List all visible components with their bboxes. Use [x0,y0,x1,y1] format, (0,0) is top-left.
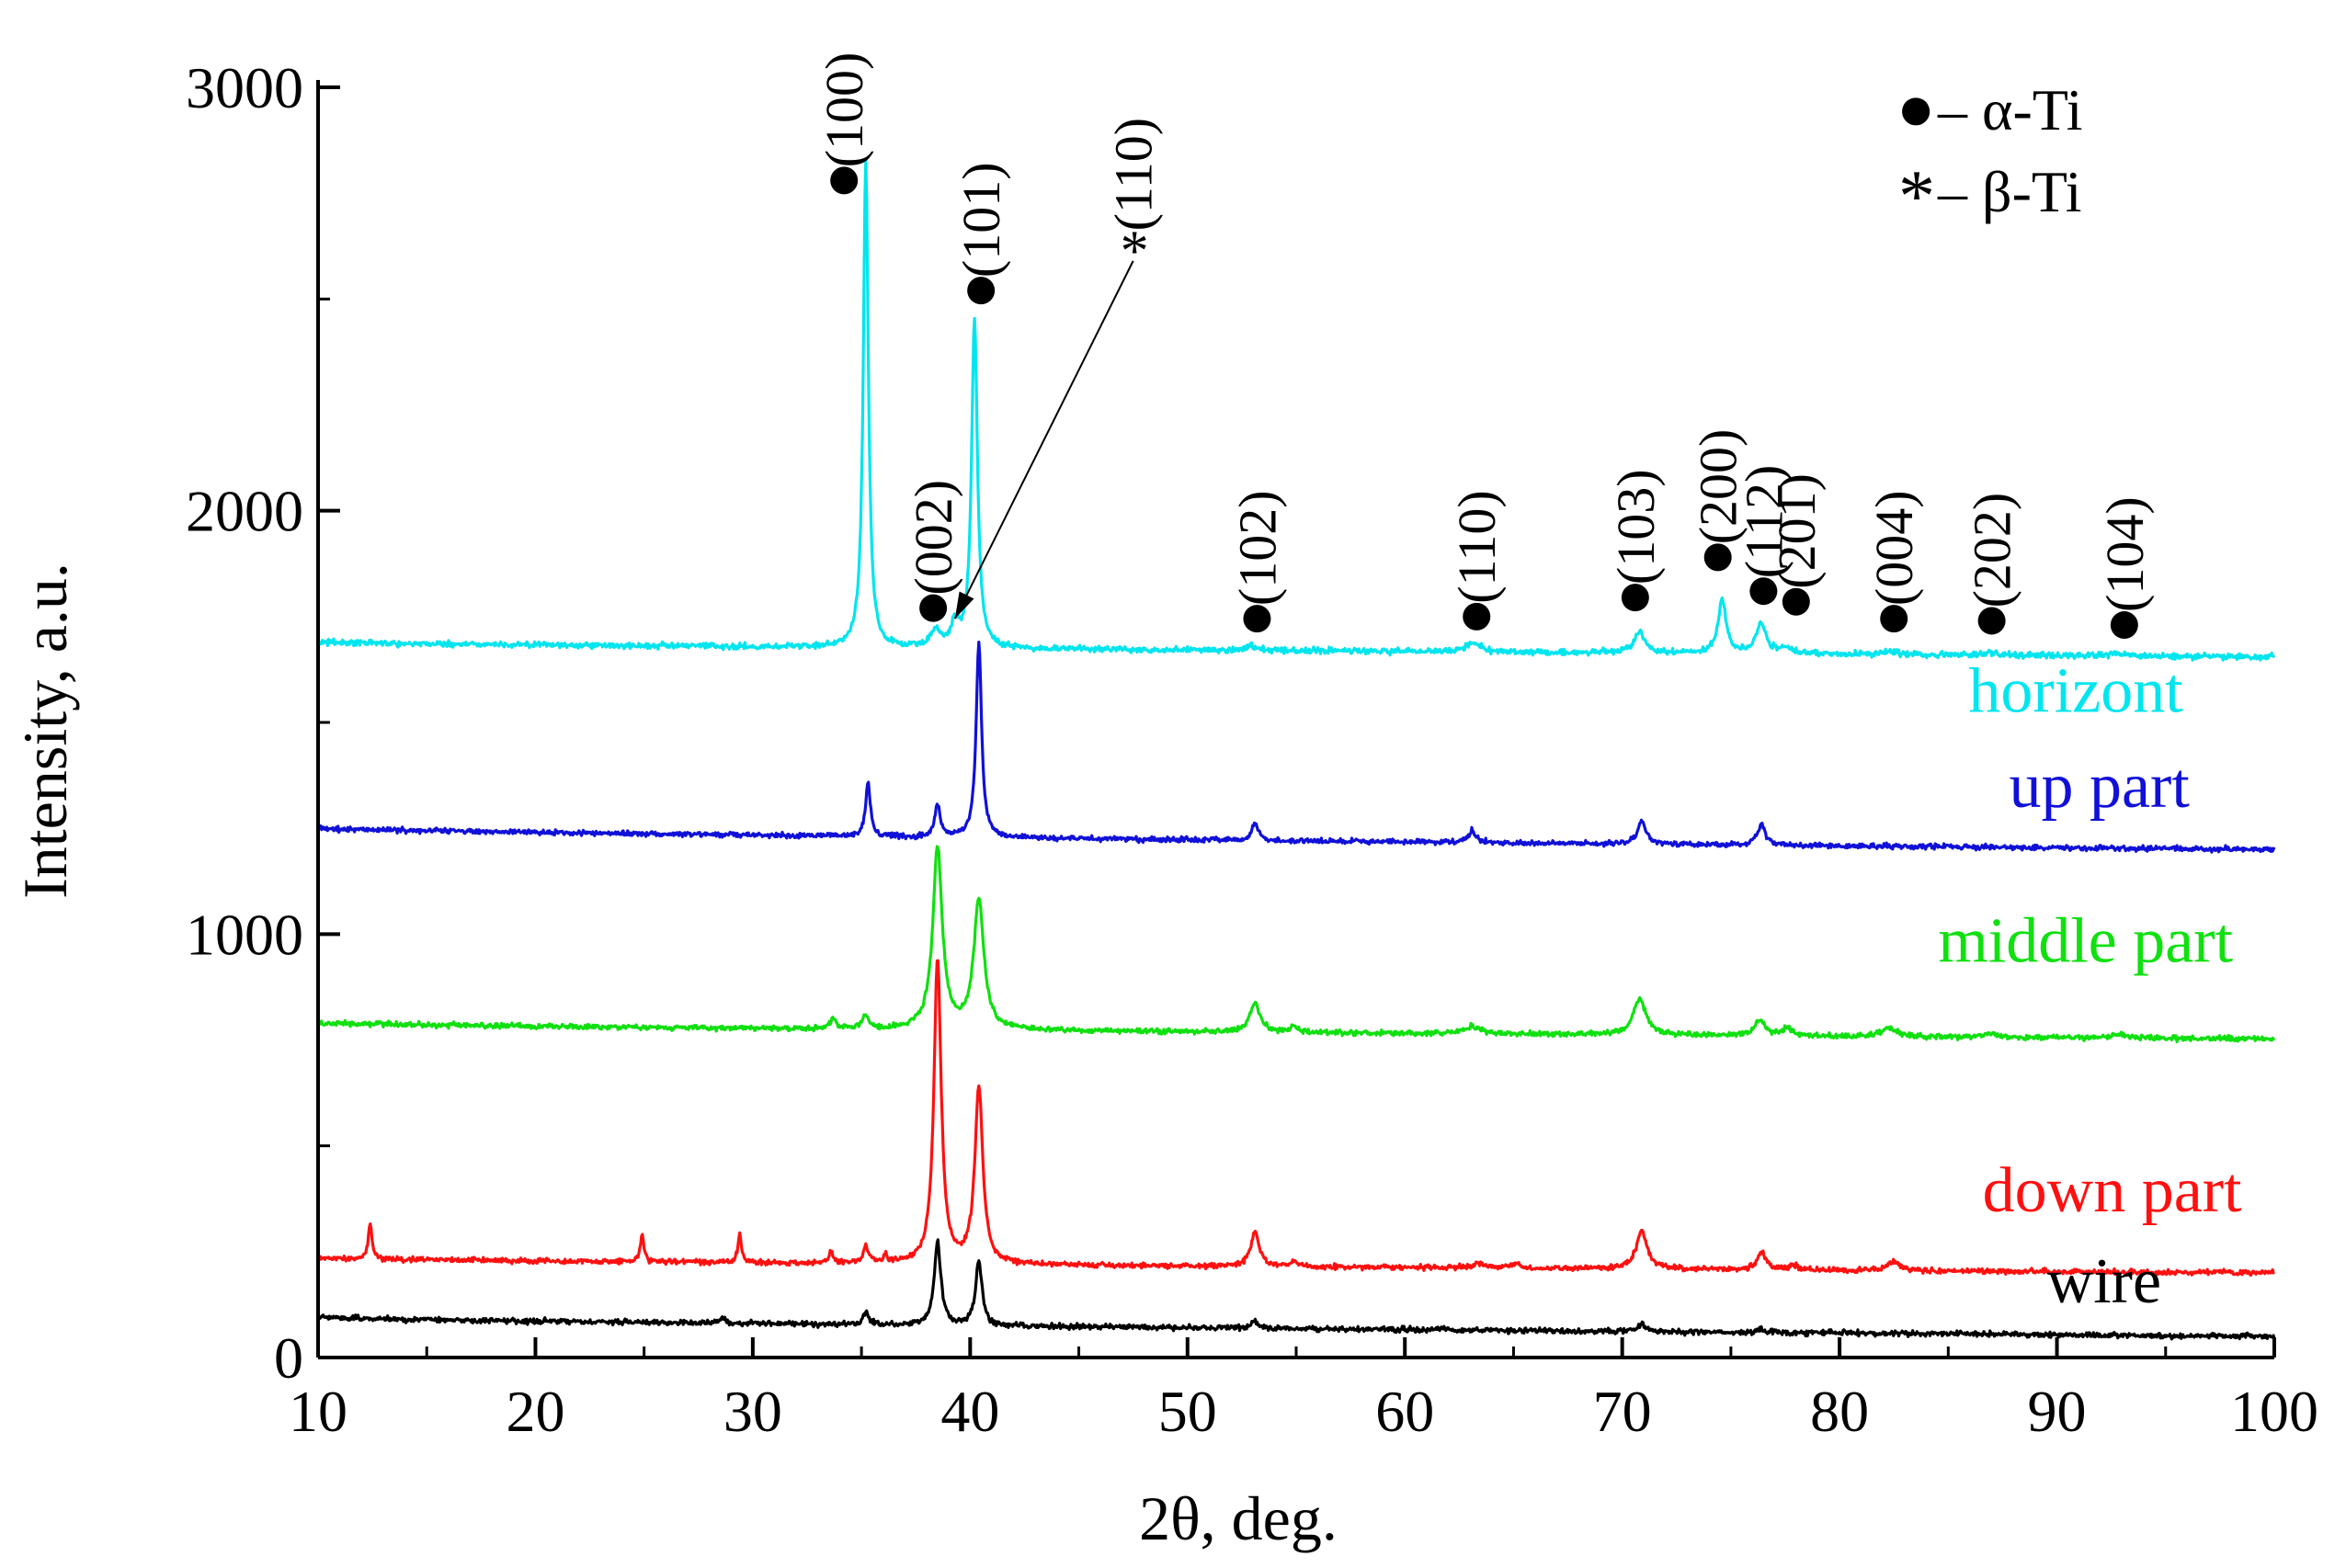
series-label-down-part: down part [1983,1155,2242,1226]
legend-beta-label: – β-Ti [1937,159,2082,224]
series-line-horizont [316,159,2276,662]
beta-arrow-line [953,260,1134,619]
x-tick-label: 100 [2230,1379,2318,1444]
series-label-middle-part: middle part [1938,905,2233,976]
alpha-ti-marker [1243,605,1271,633]
peak-hkl-label: (002) [904,480,963,596]
series-label-horizont: horizont [1968,655,2183,726]
alpha-ti-marker [919,594,948,622]
alpha-ti-marker [1880,605,1908,633]
x-tick-label: 70 [1593,1379,1652,1444]
legend-alpha-label: – α-Ti [1937,77,2082,142]
legend-alpha-symbol: ● [1896,74,1935,144]
peak-hkl-label: (110) [1447,490,1507,603]
alpha-ti-marker [1782,587,1810,616]
alpha-ti-marker [1621,584,1649,612]
x-tick-label: 40 [940,1379,999,1444]
series-line-middle-part [317,845,2276,1044]
peak-hkl-label: (110) [1104,118,1164,231]
peak-hkl-label: (103) [1606,469,1666,585]
y-tick-label: 3000 [186,55,303,120]
alpha-ti-marker [2110,611,2138,640]
legend: ● – α-Ti * – β-Ti [1896,74,2082,237]
x-tick-label: 30 [723,1379,782,1444]
peak-annotations: (100)(002)(101) *(110)(102) (110) (103) (200… [814,52,2155,640]
x-tick-label: 50 [1158,1379,1217,1444]
y-tick-label: 2000 [186,479,303,544]
x-tick-label: 80 [1810,1379,1869,1444]
series-layer [316,159,2276,1341]
x-axis-label: 2θ, deg. [1139,1483,1338,1553]
peak-hkl-label: (202) [1963,493,2022,608]
alpha-ti-marker [1703,543,1732,572]
y-tick-label: 0 [274,1325,303,1391]
peak-hkl-label: (104) [2095,496,2155,612]
legend-beta-symbol: * [1898,156,1935,237]
x-tick-label: 60 [1375,1379,1434,1444]
series-label-up-part: up part [2009,751,2190,822]
alpha-ti-marker [1463,602,1491,631]
peak-hkl-label: (102) [1227,490,1287,606]
x-tick-label: 90 [2028,1379,2087,1444]
peak-hkl-label: (101) [951,162,1011,278]
peak-hkl-label: (112) [1734,465,1794,578]
alpha-ti-marker [1977,607,2006,635]
y-tick-label: 1000 [186,902,303,967]
beta-arrow-head [954,591,974,619]
peak-hkl-label: (201) [1767,473,1827,589]
x-tick-label: 10 [289,1379,347,1444]
peak-hkl-label: (004) [1864,490,1924,606]
series-line-up-part [316,641,2276,854]
peak-hkl-label: (100) [814,52,874,168]
series-labels: horizont up part middle part down part wire [1938,655,2242,1317]
series-label-wire: wire [2047,1246,2161,1317]
alpha-ti-marker [830,166,859,195]
alpha-ti-marker [1749,577,1778,606]
series-line-down-part [316,959,2275,1278]
series-line-wire [316,1238,2276,1341]
x-tick-label: 20 [506,1379,564,1444]
beta-ti-marker: * [1121,220,1149,282]
y-axis-label: Intensity, a.u. [10,562,80,899]
alpha-ti-marker [967,277,996,305]
peak-hkl-label: (200) [1689,429,1748,545]
